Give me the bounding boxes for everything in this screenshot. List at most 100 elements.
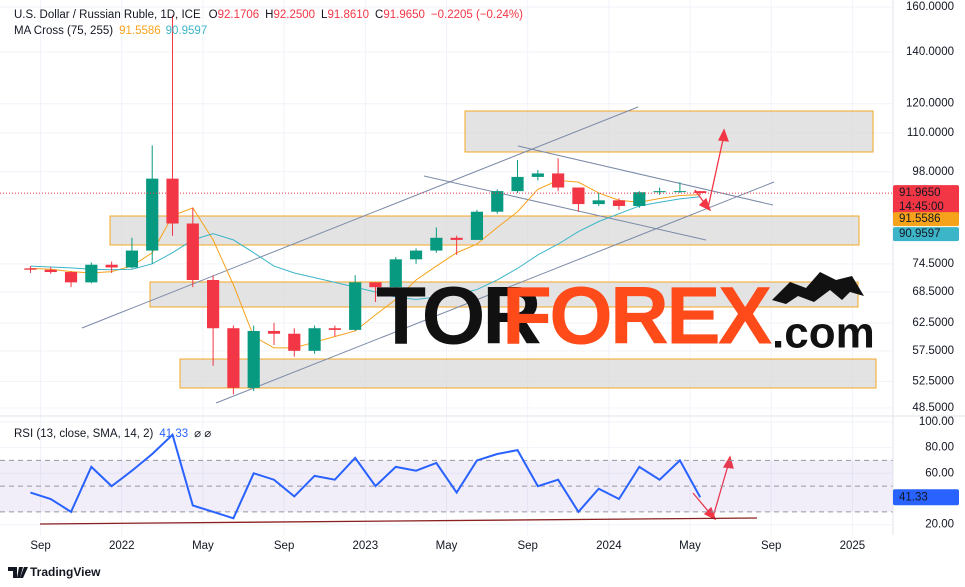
- ohlc-value: 91.9650: [383, 9, 425, 21]
- rsi-tick-label: 100.00: [919, 416, 954, 428]
- arrow-head: [722, 455, 734, 469]
- candle-body: [673, 191, 686, 193]
- candle-body: [267, 330, 281, 334]
- candle-body: [64, 272, 78, 283]
- candle-body: [186, 223, 199, 280]
- y-tick-label: 62.5000: [912, 317, 954, 329]
- x-tick-label: 2025: [840, 540, 866, 552]
- zone: [109, 215, 860, 246]
- candle-body: [653, 191, 666, 193]
- x-tick-label: 2024: [596, 540, 622, 552]
- rsi-value-label: 41.33: [899, 491, 928, 503]
- candle-body: [430, 237, 443, 251]
- candle-body: [44, 269, 57, 273]
- y-tick-label: 140.0000: [906, 46, 954, 58]
- rsi-header: RSI (13, close, SMA, 14, 2) 41.33 ⌀ ⌀: [14, 428, 211, 440]
- candle-body: [572, 187, 585, 205]
- y-tick-label: 52.5000: [912, 375, 954, 387]
- grid: [0, 0, 893, 535]
- ma-header: MA Cross (75, 255) 91.5586 90.9597: [14, 25, 207, 37]
- x-tick-label: 2022: [109, 540, 135, 552]
- candle-body: [450, 237, 463, 240]
- zone: [149, 281, 859, 308]
- footer-text: TradingView: [30, 565, 101, 579]
- candle-body: [24, 268, 37, 270]
- candle-body: [207, 279, 220, 329]
- ma-price-label-box: [893, 227, 959, 242]
- symbol-title: U.S. Dollar / Russian Ruble, 1D, ICE: [14, 9, 201, 21]
- rsi-tick-label: 60.00: [925, 467, 954, 479]
- candle-body: [694, 191, 707, 194]
- candle-body: [166, 178, 179, 224]
- x-tick-label: May: [679, 540, 701, 552]
- rsi-tick-label: 80.00: [925, 442, 954, 454]
- ohlc-key: C: [375, 9, 383, 21]
- arrow-head: [718, 128, 729, 142]
- x-tick-label: May: [192, 540, 214, 552]
- candle-body: [612, 200, 626, 206]
- footer: TradingView: [8, 565, 101, 579]
- candle-body: [349, 282, 362, 330]
- symbol-header: U.S. Dollar / Russian Ruble, 1D, ICE O92.…: [14, 9, 523, 21]
- x-tick-label: Sep: [761, 540, 781, 552]
- rsi-tick-label: 20.00: [925, 519, 954, 531]
- trend-line: [215, 181, 775, 404]
- countdown: 14:45:00: [899, 201, 944, 213]
- ohlc-value: 92.1706: [218, 9, 260, 21]
- ohlc-key: H: [265, 9, 273, 21]
- zone: [464, 110, 874, 153]
- x-tick-label: Sep: [30, 540, 50, 552]
- rsi-pane: [0, 432, 893, 520]
- y-tick-label: 98.0000: [912, 166, 954, 178]
- candle-body: [389, 259, 402, 288]
- support-line: [39, 517, 758, 525]
- candle-body: [328, 328, 341, 330]
- zones: [109, 110, 877, 389]
- candle-body: [633, 192, 646, 206]
- ma-price-label: 91.5586: [899, 213, 941, 225]
- candle-body: [511, 176, 524, 192]
- x-tick-label: Sep: [517, 540, 537, 552]
- watermark-tor: TOR: [376, 271, 540, 362]
- arrows: [39, 128, 758, 525]
- candle-body: [552, 173, 565, 188]
- trend-line: [423, 175, 707, 241]
- ma-value: 90.9597: [166, 25, 208, 37]
- candle-body: [491, 191, 504, 212]
- y-tick-label: 110.0000: [907, 127, 954, 139]
- candle-body: [531, 173, 544, 177]
- ma-value: 91.5586: [119, 25, 161, 37]
- candle-body: [105, 264, 118, 268]
- candle-body: [409, 250, 423, 260]
- bull-logo: [772, 272, 864, 304]
- rsi-value: 41.33: [159, 428, 188, 440]
- candle-body: [470, 211, 484, 240]
- ma-label: MA Cross (75, 255): [14, 25, 113, 37]
- candle-body: [227, 328, 240, 388]
- candle-body: [288, 333, 301, 351]
- y-tick-label: 120.0000: [906, 98, 954, 110]
- rsi-value-box: [893, 489, 959, 506]
- rsi-line: [30, 432, 702, 520]
- candle-body: [146, 178, 159, 251]
- y-tick-label: 57.5000: [912, 345, 954, 357]
- x-tick-label: May: [436, 540, 458, 552]
- trend-line: [517, 145, 774, 206]
- watermark-forex: FOREX: [502, 271, 772, 362]
- rsi-icons: ⌀ ⌀: [194, 428, 211, 440]
- trend-line: [81, 106, 639, 329]
- tv-logo: [8, 567, 28, 578]
- ma-line: [30, 196, 701, 300]
- ma-price-label: 90.9597: [899, 228, 941, 240]
- arrow-head: [703, 506, 717, 521]
- zone: [179, 358, 877, 389]
- arrow-head: [698, 197, 712, 212]
- candle-body: [592, 200, 605, 205]
- candle-body: [308, 328, 321, 351]
- change: −0.2205 (−0.24%): [431, 9, 523, 21]
- candle-body: [369, 282, 382, 288]
- y-tick-label: 68.5000: [912, 286, 954, 298]
- watermark-com: .com: [772, 309, 875, 358]
- ohlc-value: 91.8610: [327, 9, 369, 21]
